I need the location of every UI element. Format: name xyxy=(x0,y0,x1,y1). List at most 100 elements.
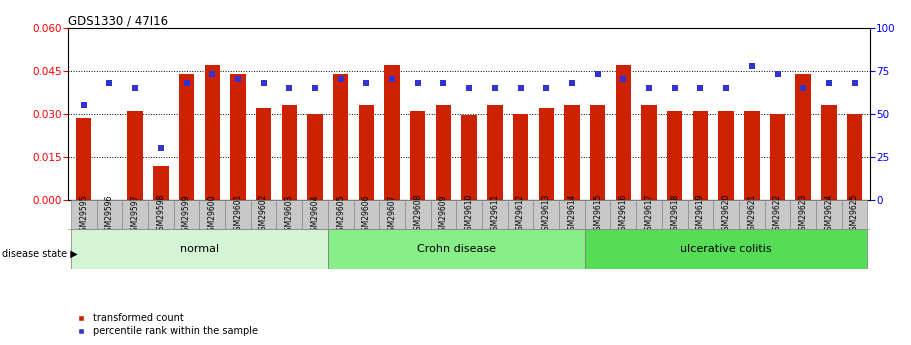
Point xyxy=(462,85,476,91)
Text: GSM29603: GSM29603 xyxy=(285,194,294,236)
Point xyxy=(744,63,759,68)
Text: GDS1330 / 47I16: GDS1330 / 47I16 xyxy=(68,14,169,28)
Bar xyxy=(590,105,605,200)
Point xyxy=(847,80,862,86)
Text: GSM29604: GSM29604 xyxy=(311,194,320,236)
Text: GSM29625: GSM29625 xyxy=(850,194,859,235)
Bar xyxy=(816,200,842,229)
Point xyxy=(282,85,297,91)
Bar xyxy=(764,200,791,229)
Bar xyxy=(435,105,451,200)
Bar xyxy=(739,200,764,229)
Bar xyxy=(456,200,482,229)
Text: GSM29606: GSM29606 xyxy=(362,194,371,236)
Bar xyxy=(744,111,760,200)
Text: GSM29617: GSM29617 xyxy=(644,194,653,235)
Text: GSM29620: GSM29620 xyxy=(722,194,731,235)
Bar xyxy=(482,200,507,229)
Point xyxy=(796,85,811,91)
Bar xyxy=(410,111,425,200)
Bar xyxy=(200,200,225,229)
Bar xyxy=(462,115,476,200)
Bar xyxy=(559,200,585,229)
Point xyxy=(154,146,169,151)
Point xyxy=(513,85,527,91)
Bar xyxy=(564,105,579,200)
Bar xyxy=(770,114,785,200)
Bar xyxy=(281,105,297,200)
Bar xyxy=(128,111,143,200)
Text: ulcerative colitis: ulcerative colitis xyxy=(681,244,772,254)
Text: GSM29607: GSM29607 xyxy=(387,194,396,236)
Bar xyxy=(122,200,148,229)
Bar xyxy=(225,200,251,229)
Point xyxy=(359,80,374,86)
Bar xyxy=(379,200,404,229)
Bar xyxy=(610,200,636,229)
Bar xyxy=(821,105,836,200)
Text: GSM29614: GSM29614 xyxy=(568,194,577,235)
Bar xyxy=(353,200,379,229)
Bar xyxy=(431,200,456,229)
Text: GSM29615: GSM29615 xyxy=(593,194,602,235)
Text: GSM29612: GSM29612 xyxy=(516,194,525,235)
Bar xyxy=(636,200,662,229)
Text: GSM29622: GSM29622 xyxy=(773,194,782,235)
Point xyxy=(590,71,605,77)
Point xyxy=(179,80,194,86)
Bar xyxy=(667,111,682,200)
Text: GSM29598: GSM29598 xyxy=(157,194,165,235)
Bar xyxy=(791,200,816,229)
Text: GSM29619: GSM29619 xyxy=(696,194,705,235)
Point xyxy=(256,80,271,86)
Bar xyxy=(513,114,528,200)
Text: GSM29618: GSM29618 xyxy=(670,194,680,235)
Bar xyxy=(148,200,174,229)
Text: GSM29596: GSM29596 xyxy=(105,194,114,236)
Bar xyxy=(174,200,200,229)
Point xyxy=(436,80,451,86)
Point xyxy=(693,85,708,91)
Point xyxy=(565,80,579,86)
Bar xyxy=(713,200,739,229)
Bar xyxy=(302,200,328,229)
Bar xyxy=(230,73,246,200)
Text: GSM29623: GSM29623 xyxy=(799,194,808,235)
Point xyxy=(539,85,554,91)
Text: disease state ▶: disease state ▶ xyxy=(2,249,77,258)
Point xyxy=(205,71,220,77)
Point xyxy=(822,80,836,86)
Text: GSM29602: GSM29602 xyxy=(259,194,268,235)
Bar xyxy=(847,114,863,200)
Bar xyxy=(534,200,559,229)
Text: normal: normal xyxy=(179,244,219,254)
Point xyxy=(333,77,348,82)
Point xyxy=(411,80,425,86)
Bar xyxy=(585,200,610,229)
Text: GSM29624: GSM29624 xyxy=(824,194,834,235)
Text: GSM29613: GSM29613 xyxy=(542,194,551,235)
Bar xyxy=(384,65,400,200)
Bar xyxy=(404,200,431,229)
Point xyxy=(719,85,733,91)
Text: GSM29608: GSM29608 xyxy=(414,194,423,235)
Legend: transformed count, percentile rank within the sample: transformed count, percentile rank withi… xyxy=(73,309,261,340)
Text: GSM29609: GSM29609 xyxy=(439,194,448,236)
Bar xyxy=(251,200,276,229)
Bar xyxy=(276,200,302,229)
Point xyxy=(487,85,502,91)
Bar xyxy=(616,65,631,200)
Text: GSM29605: GSM29605 xyxy=(336,194,345,236)
Bar xyxy=(487,105,503,200)
Bar xyxy=(538,108,554,200)
Point xyxy=(641,85,656,91)
Bar xyxy=(328,200,353,229)
Text: GSM29621: GSM29621 xyxy=(747,194,756,235)
Bar xyxy=(97,200,122,229)
Bar xyxy=(842,200,867,229)
Bar xyxy=(71,200,97,229)
Text: GSM29600: GSM29600 xyxy=(208,194,217,236)
Bar xyxy=(256,108,271,200)
Bar xyxy=(307,114,322,200)
Bar xyxy=(71,229,328,269)
